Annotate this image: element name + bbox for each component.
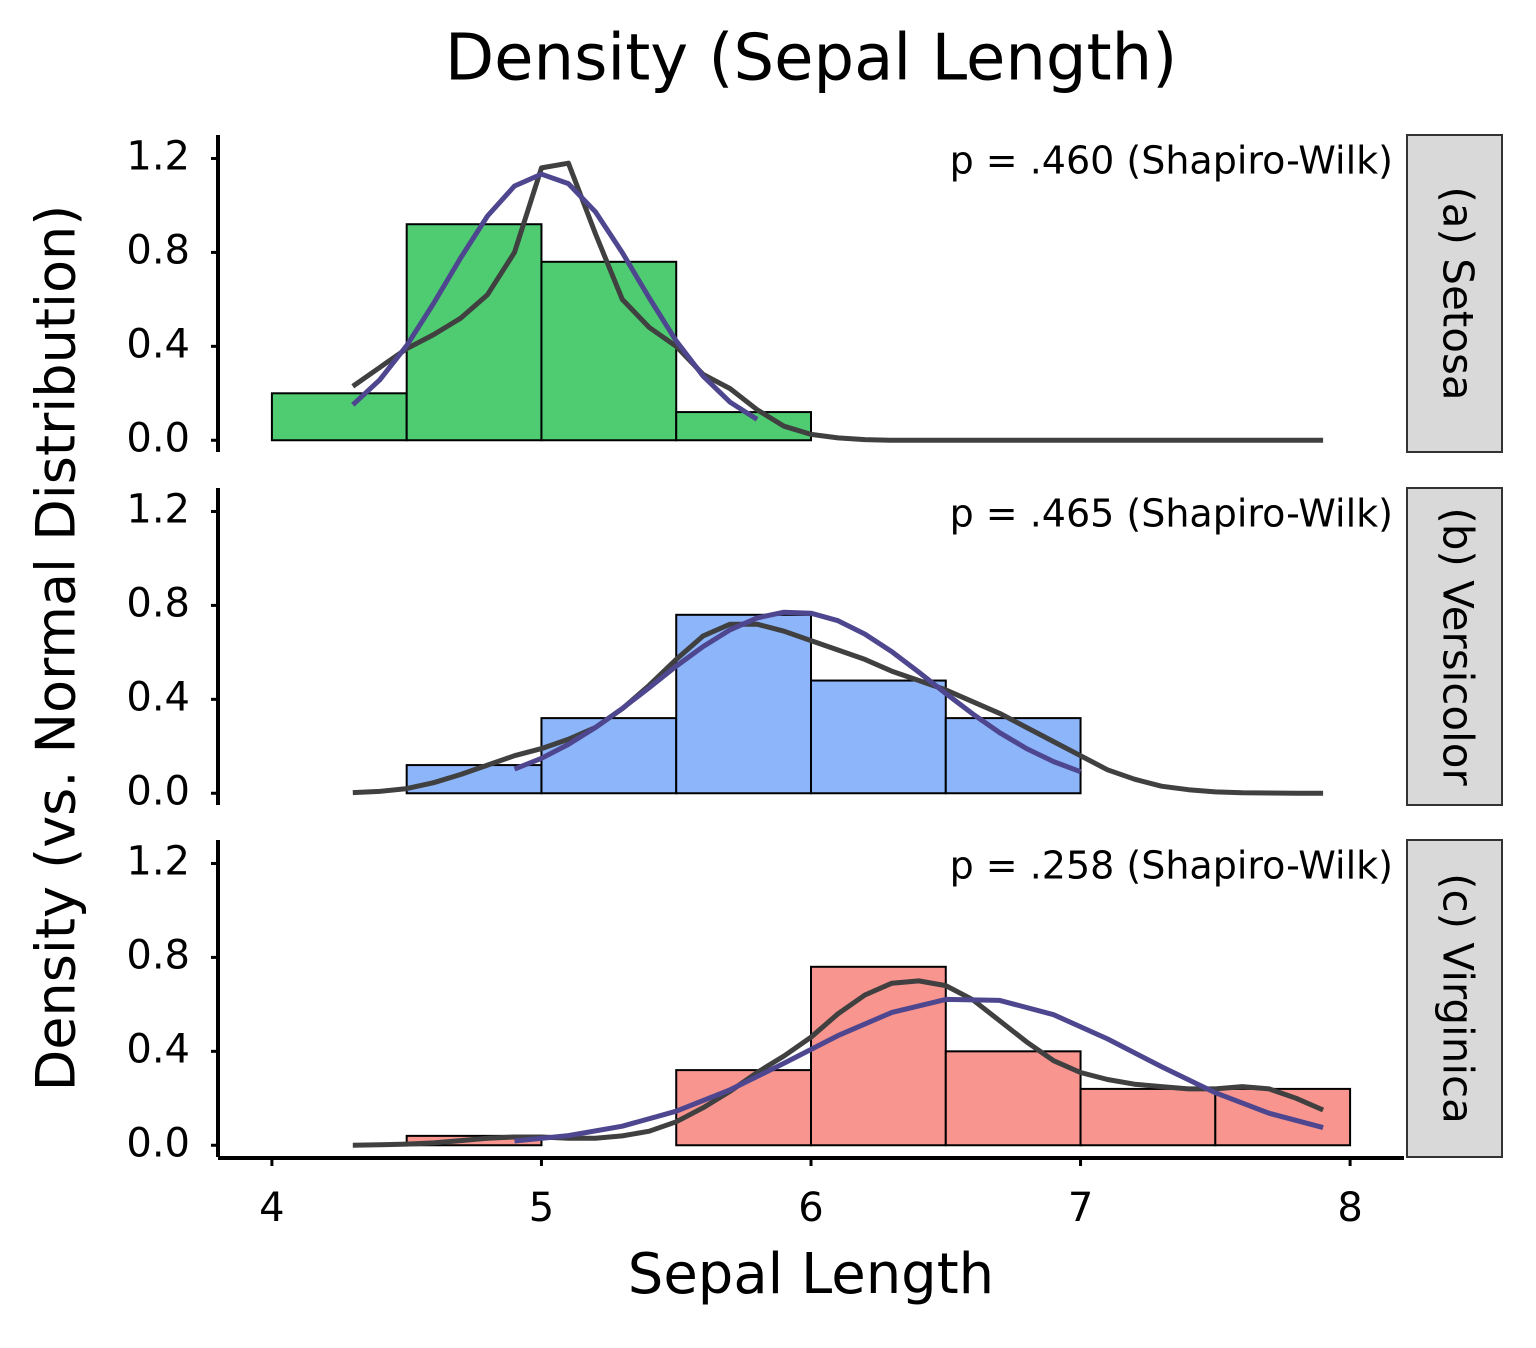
normal-curve xyxy=(351,171,759,422)
annotation: p = .258 (Shapiro-Wilk) xyxy=(950,844,1393,888)
y-tick-label: 0.0 xyxy=(126,1120,190,1166)
histogram-bar xyxy=(1079,1087,1217,1147)
facet-strip xyxy=(1406,487,1503,806)
density-curve xyxy=(351,160,1324,443)
x-tick-label: 6 xyxy=(798,1185,823,1231)
y-axis-label: Density (vs. Normal Distribution) xyxy=(25,205,88,1092)
facet-strip xyxy=(1406,839,1503,1158)
y-tick-label: 0.0 xyxy=(126,768,190,814)
x-tick-label: 7 xyxy=(1068,1185,1093,1231)
facet-strip xyxy=(1406,134,1503,453)
histogram-bar xyxy=(540,717,678,795)
facet-label: (b) Versicolor xyxy=(1434,507,1483,786)
histogram-bar xyxy=(944,1050,1082,1147)
annotation: p = .465 (Shapiro-Wilk) xyxy=(950,492,1393,536)
chart-title: Density (Sepal Length) xyxy=(445,22,1177,96)
histogram-bar xyxy=(810,965,947,1147)
facet-label: (c) Virginica xyxy=(1434,873,1483,1124)
histogram-bar xyxy=(810,679,947,795)
y-tick-label: 1.2 xyxy=(126,486,190,532)
histogram-bar xyxy=(675,613,813,795)
annotation: p = .460 (Shapiro-Wilk) xyxy=(950,139,1393,183)
y-tick-label: 1.2 xyxy=(126,133,190,179)
density-curve xyxy=(352,978,1325,1148)
normal-curve xyxy=(514,996,1324,1144)
histogram-bar xyxy=(540,260,678,442)
x-tick-label: 8 xyxy=(1337,1185,1362,1231)
density-curve xyxy=(352,621,1324,796)
x-tick-label: 5 xyxy=(529,1185,554,1231)
y-tick-label: 0.8 xyxy=(126,227,190,273)
y-tick-label: 0.4 xyxy=(126,1026,190,1072)
y-tick-label: 0.4 xyxy=(126,321,190,367)
y-tick-label: 0.8 xyxy=(126,932,190,978)
x-axis-label: Sepal Length xyxy=(628,1242,994,1307)
histogram-bar xyxy=(270,392,408,442)
normal-curve xyxy=(513,609,1082,775)
x-tick-label: 4 xyxy=(259,1185,284,1231)
histogram-bar xyxy=(944,717,1082,795)
y-tick-label: 1.2 xyxy=(126,838,190,884)
y-tick-label: 0.4 xyxy=(126,674,190,720)
facet-label: (a) Setosa xyxy=(1434,186,1483,400)
y-tick-label: 0.8 xyxy=(126,580,190,626)
histogram-bar xyxy=(405,223,543,442)
y-tick-label: 0.0 xyxy=(126,415,190,461)
